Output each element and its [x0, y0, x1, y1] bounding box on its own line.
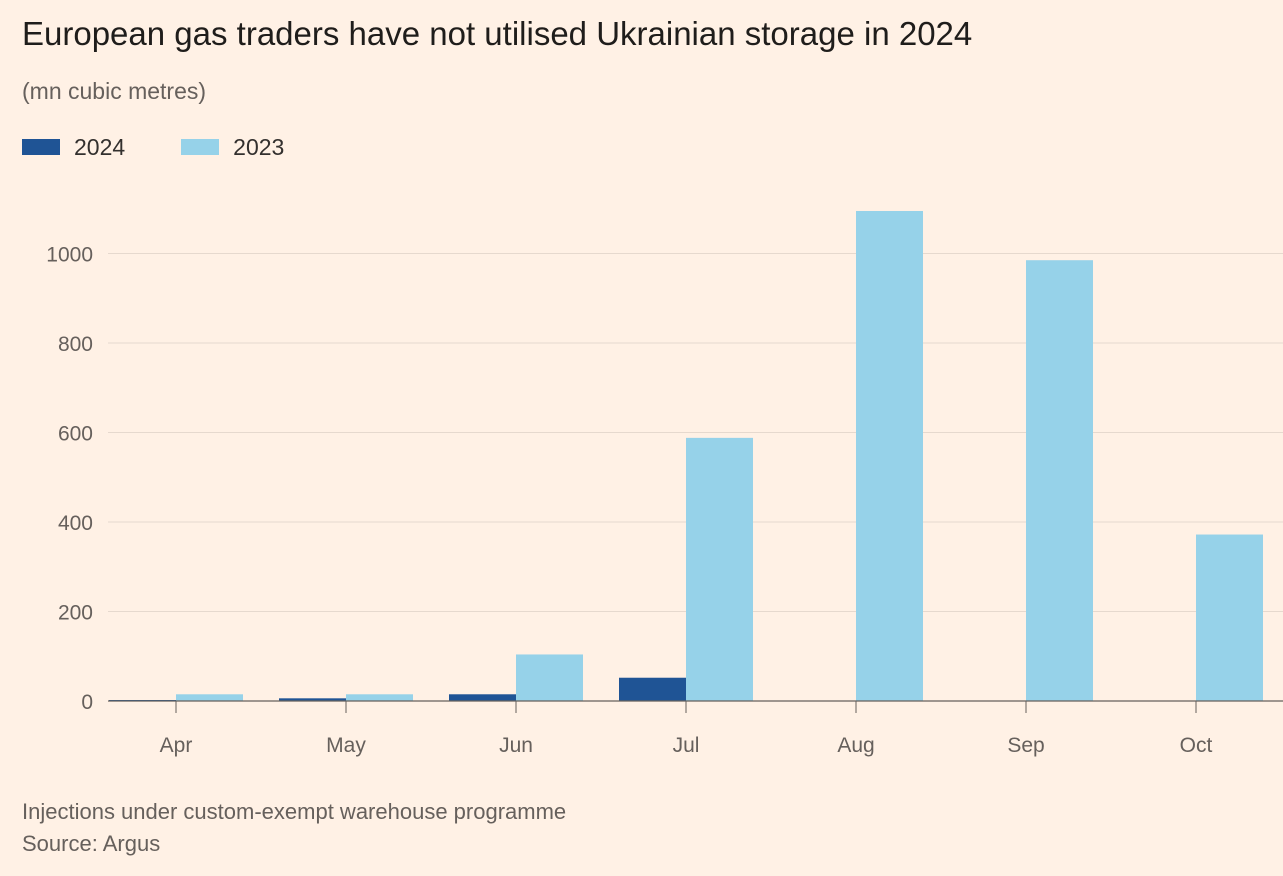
legend-label-2023: 2023: [233, 133, 285, 160]
bar-2023-sep: [1026, 260, 1093, 701]
legend-swatch-2023: [181, 139, 220, 155]
legend: 2024 2023: [22, 132, 340, 162]
bar-2023-jun: [516, 654, 583, 701]
bar-2024-jun: [449, 694, 516, 701]
x-tick-label-apr: Apr: [160, 734, 193, 757]
chart-title: European gas traders have not utilised U…: [22, 15, 973, 52]
legend-item-2024: 2024: [22, 134, 125, 161]
axes: 0 200 400 600 800 1000 Apr May Jun Jul Aug Sep Oct: [46, 244, 1283, 757]
chart-subtitle: (mn cubic metres): [22, 78, 207, 104]
bar-2024-may: [279, 698, 346, 701]
chart-notes: Injections under custom-exempt warehouse…: [22, 796, 566, 860]
legend-item-2023: 2023: [181, 134, 284, 161]
y-tick-label-800: 800: [58, 333, 93, 356]
x-tick-label-may: May: [326, 734, 366, 757]
bar-2024-jul: [619, 677, 686, 701]
y-tick-label-200: 200: [58, 602, 93, 625]
x-tick-label-sep: Sep: [1007, 734, 1044, 757]
bar-2023-oct: [1196, 534, 1263, 701]
bar-2023-apr: [176, 694, 243, 701]
source-note: Source: Argus: [22, 831, 161, 856]
legend-swatch-2024: [22, 139, 60, 155]
x-tick-label-jun: Jun: [499, 734, 533, 757]
footnote: Injections under custom-exempt warehouse…: [22, 799, 567, 824]
x-tick-label-aug: Aug: [837, 734, 874, 757]
y-tick-label-1000: 1000: [46, 244, 93, 267]
y-tick-label-400: 400: [58, 512, 93, 535]
bars: [109, 210, 1263, 702]
legend-label-2024: 2024: [74, 133, 126, 160]
x-tick-label-jul: Jul: [673, 734, 700, 757]
x-tick-label-oct: Oct: [1180, 734, 1213, 757]
bar-2023-aug: [856, 210, 923, 702]
bar-2023-may: [346, 694, 413, 701]
bar-2023-jul: [686, 437, 753, 701]
y-tick-label-600: 600: [58, 423, 93, 446]
y-tick-label-0: 0: [81, 691, 93, 714]
